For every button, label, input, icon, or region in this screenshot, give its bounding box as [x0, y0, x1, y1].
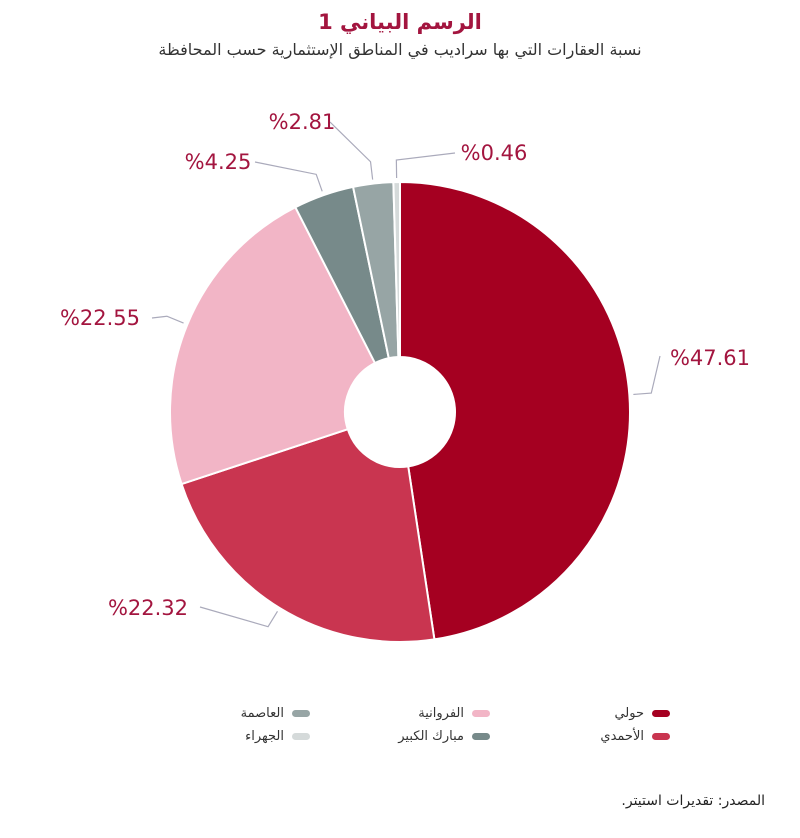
legend-item: الجهراء [130, 729, 310, 744]
leader-line-3 [254, 161, 323, 192]
legend-item: مبارك الكبير [310, 729, 490, 744]
legend-item: العاصمة [130, 706, 310, 721]
leader-line-4 [329, 121, 374, 180]
data-label-5: %0.46 [461, 141, 528, 165]
donut-chart: %47.61 %22.32 %22.55 %4.25 %2.81 %0.46 [60, 110, 750, 643]
legend-swatch [292, 733, 310, 740]
chart-subtitle: نسبة العقارات التي بها سراديب في المناطق… [158, 40, 642, 59]
leader-line-5 [395, 152, 456, 179]
slice-5 [392, 180, 401, 359]
slice-1 [180, 427, 436, 643]
legend-item: الفروانية [310, 706, 490, 721]
legend-label: العاصمة [240, 706, 284, 721]
legend-item: حولي [490, 706, 670, 721]
legend-swatch [472, 733, 490, 740]
source-note: المصدر: تقديرات استيتر. [621, 793, 765, 809]
data-label-4: %2.81 [269, 110, 336, 134]
data-label-2: %22.55 [60, 306, 140, 330]
slice-0 [399, 180, 631, 641]
legend-swatch [652, 733, 670, 740]
legend-label: الجهراء [245, 729, 284, 744]
chart-title: الرسم البياني 1 [318, 10, 482, 34]
legend-label: مبارك الكبير [398, 729, 464, 744]
legend-swatch [652, 710, 670, 717]
legend-swatch [472, 710, 490, 717]
legend-item: الأحمدي [490, 729, 670, 744]
slice-2 [169, 205, 377, 486]
legend-swatch [292, 710, 310, 717]
legend-label: حولي [614, 706, 644, 721]
legend: حولي الفروانية العاصمة الأحمدي مبارك الكبير ا… [130, 706, 670, 744]
legend-label: الأحمدي [600, 729, 644, 744]
leader-line-0 [633, 355, 661, 396]
leader-line-1 [199, 606, 278, 628]
legend-label: الفروانية [418, 706, 464, 721]
data-label-1: %22.32 [108, 596, 188, 620]
data-label-0: %47.61 [670, 346, 750, 370]
data-label-3: %4.25 [185, 150, 252, 174]
leader-line-2 [151, 315, 184, 324]
